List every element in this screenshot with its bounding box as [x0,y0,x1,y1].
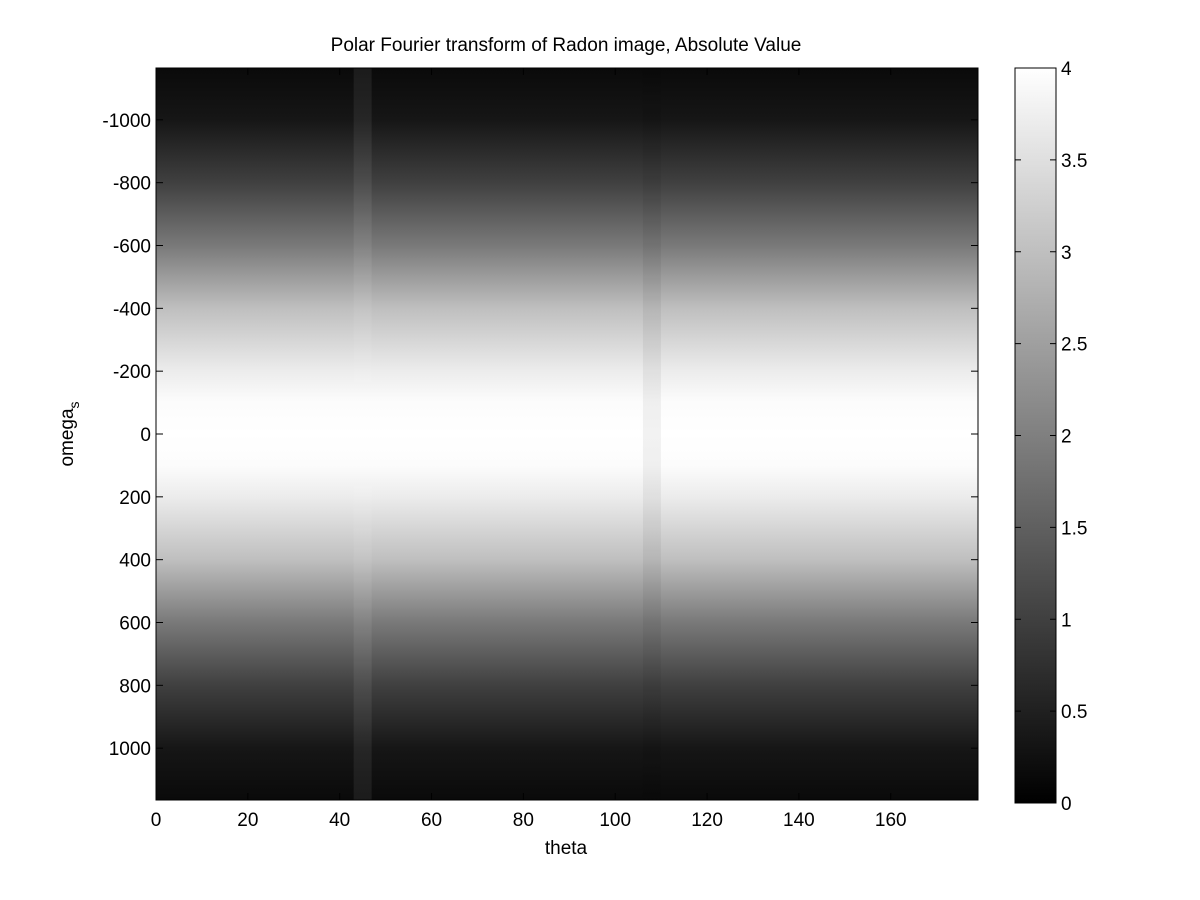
x-axis-ticks: 0 20 40 60 80 100 120 140 160 [151,68,907,831]
colorbar-tick-label: 2 [1061,427,1072,448]
colorbar-tick-label: 3 [1061,243,1072,264]
heatmap-surface [156,68,978,800]
x-tick-label: 60 [421,810,442,831]
y-tick-label: 800 [119,676,151,697]
colorbar-tick-label: 0.5 [1061,702,1087,723]
colorbar-gradient-bar [1014,67,1057,804]
y-tick-label: 1000 [109,739,151,760]
chart-title: Polar Fourier transform of Radon image, … [331,35,802,56]
colorbar: 0 0.5 1 1.5 2 2.5 3 3.5 4 [1014,59,1087,815]
y-axis-ticks: -1000 -800 -600 -400 -200 0 200 400 600 800 1000 [102,111,978,760]
theta-band-0 [353,68,372,800]
x-tick-label: 0 [151,810,162,831]
y-axis-label-main: omega [57,408,78,467]
x-tick-label: 40 [329,810,350,831]
y-tick-label: 0 [140,425,151,446]
colorbar-tick-label: 1 [1061,610,1072,631]
colorbar-tick-label: 3.5 [1061,151,1087,172]
y-tick-label: 600 [119,613,151,634]
y-tick-label: -800 [113,174,151,195]
y-axis-label: omegas [57,401,82,466]
colorbar-tick-label: 4 [1061,59,1072,80]
colorbar-tick-label: 1.5 [1061,518,1087,539]
colorbar-ticks: 0 0.5 1 1.5 2 2.5 3 3.5 4 [1015,59,1087,815]
y-axis-label-subscript: s [66,401,82,408]
y-tick-label: -400 [113,299,151,320]
theta-band-1 [642,68,661,800]
x-axis-label: theta [545,838,588,859]
x-tick-label: 80 [513,810,534,831]
y-tick-label: -600 [113,237,151,258]
x-tick-label: 160 [875,810,907,831]
theta-bands [353,68,661,800]
y-tick-label: -200 [113,362,151,383]
x-tick-label: 20 [237,810,258,831]
colorbar-tick-label: 0 [1061,794,1072,815]
colorbar-tick-label: 2.5 [1061,335,1087,356]
plot-area: 0 20 40 60 80 100 120 140 160 -1000-800-600-400-… [102,67,979,831]
y-tick-label: 200 [119,488,151,509]
x-tick-label: 120 [691,810,723,831]
x-tick-label: 140 [783,810,815,831]
y-tick-label: -1000 [102,111,151,132]
x-tick-label: 100 [599,810,631,831]
y-tick-label: 400 [119,551,151,572]
